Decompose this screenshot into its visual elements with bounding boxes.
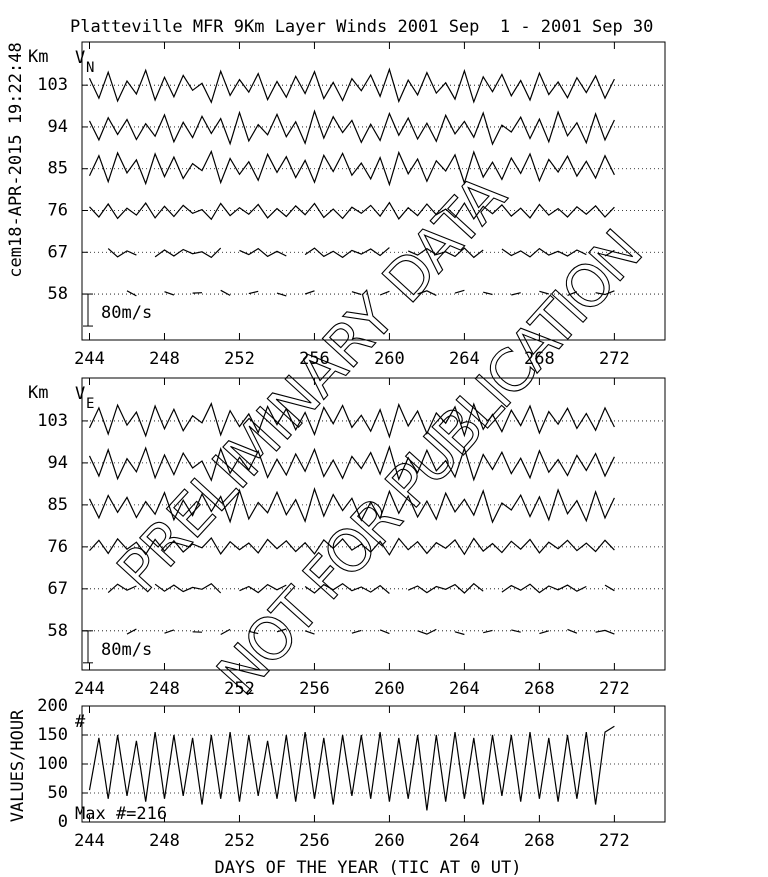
x-tick-label: 248 bbox=[149, 679, 180, 699]
x-tick-label: 256 bbox=[299, 831, 330, 851]
panel-label-sub: E bbox=[86, 396, 94, 412]
x-tick-label: 244 bbox=[74, 679, 105, 699]
data-line bbox=[88, 725, 615, 811]
panel-label: V bbox=[75, 48, 85, 68]
x-tick-label: 252 bbox=[224, 349, 255, 369]
x-tick-label: 248 bbox=[149, 349, 180, 369]
data-line bbox=[89, 537, 615, 556]
x-tick-label: 264 bbox=[449, 349, 480, 369]
data-line bbox=[88, 109, 615, 146]
y-tick-label: 67 bbox=[48, 579, 68, 599]
data-line bbox=[88, 67, 615, 104]
x-tick-label: 268 bbox=[524, 831, 555, 851]
y-tick-label: 50 bbox=[48, 783, 68, 803]
data-line bbox=[126, 628, 615, 636]
x-tick-label: 272 bbox=[599, 831, 630, 851]
y-tick-label: 103 bbox=[37, 75, 68, 95]
panel-label-sub: N bbox=[86, 60, 94, 76]
x-tick-label: 252 bbox=[224, 831, 255, 851]
y-axis-label: Km bbox=[28, 383, 48, 403]
data-line bbox=[126, 289, 615, 297]
y-tick-label: 94 bbox=[48, 117, 68, 137]
data-line bbox=[89, 201, 615, 221]
data-line bbox=[88, 149, 615, 187]
y-tick-label: 85 bbox=[48, 159, 68, 179]
y-tick-label: 0 bbox=[58, 812, 68, 832]
panel-label: V bbox=[75, 384, 85, 404]
data-line bbox=[88, 445, 615, 482]
x-axis-label: DAYS OF THE YEAR (TIC AT 0 UT) bbox=[214, 858, 521, 877]
data-line bbox=[107, 582, 615, 594]
scale-label: 80m/s bbox=[101, 303, 152, 323]
y-tick-label: 150 bbox=[37, 725, 68, 745]
x-tick-label: 256 bbox=[299, 679, 330, 699]
data-line bbox=[88, 487, 615, 524]
panel-label: # bbox=[75, 712, 86, 732]
data-line bbox=[88, 402, 615, 439]
data-line bbox=[107, 247, 615, 259]
y-tick-label: 100 bbox=[37, 754, 68, 774]
x-tick-label: 260 bbox=[374, 831, 405, 851]
x-tick-label: 264 bbox=[449, 831, 480, 851]
x-tick-label: 264 bbox=[449, 679, 480, 699]
y-tick-label: 200 bbox=[37, 696, 68, 716]
x-tick-label: 260 bbox=[374, 679, 405, 699]
y-tick-label: 103 bbox=[37, 411, 68, 431]
x-tick-label: 244 bbox=[74, 831, 105, 851]
x-tick-label: 248 bbox=[149, 831, 180, 851]
x-tick-label: 268 bbox=[524, 679, 555, 699]
annotation: Max #=216 bbox=[75, 804, 167, 824]
y-tick-label: 76 bbox=[48, 537, 68, 557]
x-tick-label: 256 bbox=[299, 349, 330, 369]
y-axis-label: VALUES/HOUR bbox=[8, 709, 28, 822]
timestamp: cem18-APR-2015 19:22:48 bbox=[6, 42, 26, 277]
x-tick-label: 268 bbox=[524, 349, 555, 369]
x-tick-label: 252 bbox=[224, 679, 255, 699]
y-tick-label: 76 bbox=[48, 200, 68, 220]
y-axis-label: Km bbox=[28, 47, 48, 67]
scale-label: 80m/s bbox=[101, 640, 152, 660]
plot-frame bbox=[81, 377, 666, 671]
x-tick-label: 260 bbox=[374, 349, 405, 369]
y-tick-label: 58 bbox=[48, 621, 68, 641]
x-tick-label: 244 bbox=[74, 349, 105, 369]
y-tick-label: 94 bbox=[48, 453, 68, 473]
x-tick-label: 272 bbox=[599, 349, 630, 369]
y-tick-label: 85 bbox=[48, 495, 68, 515]
chart-title: Platteville MFR 9Km Layer Winds 2001 Sep… bbox=[70, 17, 653, 37]
x-tick-label: 272 bbox=[599, 679, 630, 699]
y-tick-label: 67 bbox=[48, 242, 68, 262]
y-tick-label: 58 bbox=[48, 284, 68, 304]
plot-frame bbox=[81, 41, 666, 341]
